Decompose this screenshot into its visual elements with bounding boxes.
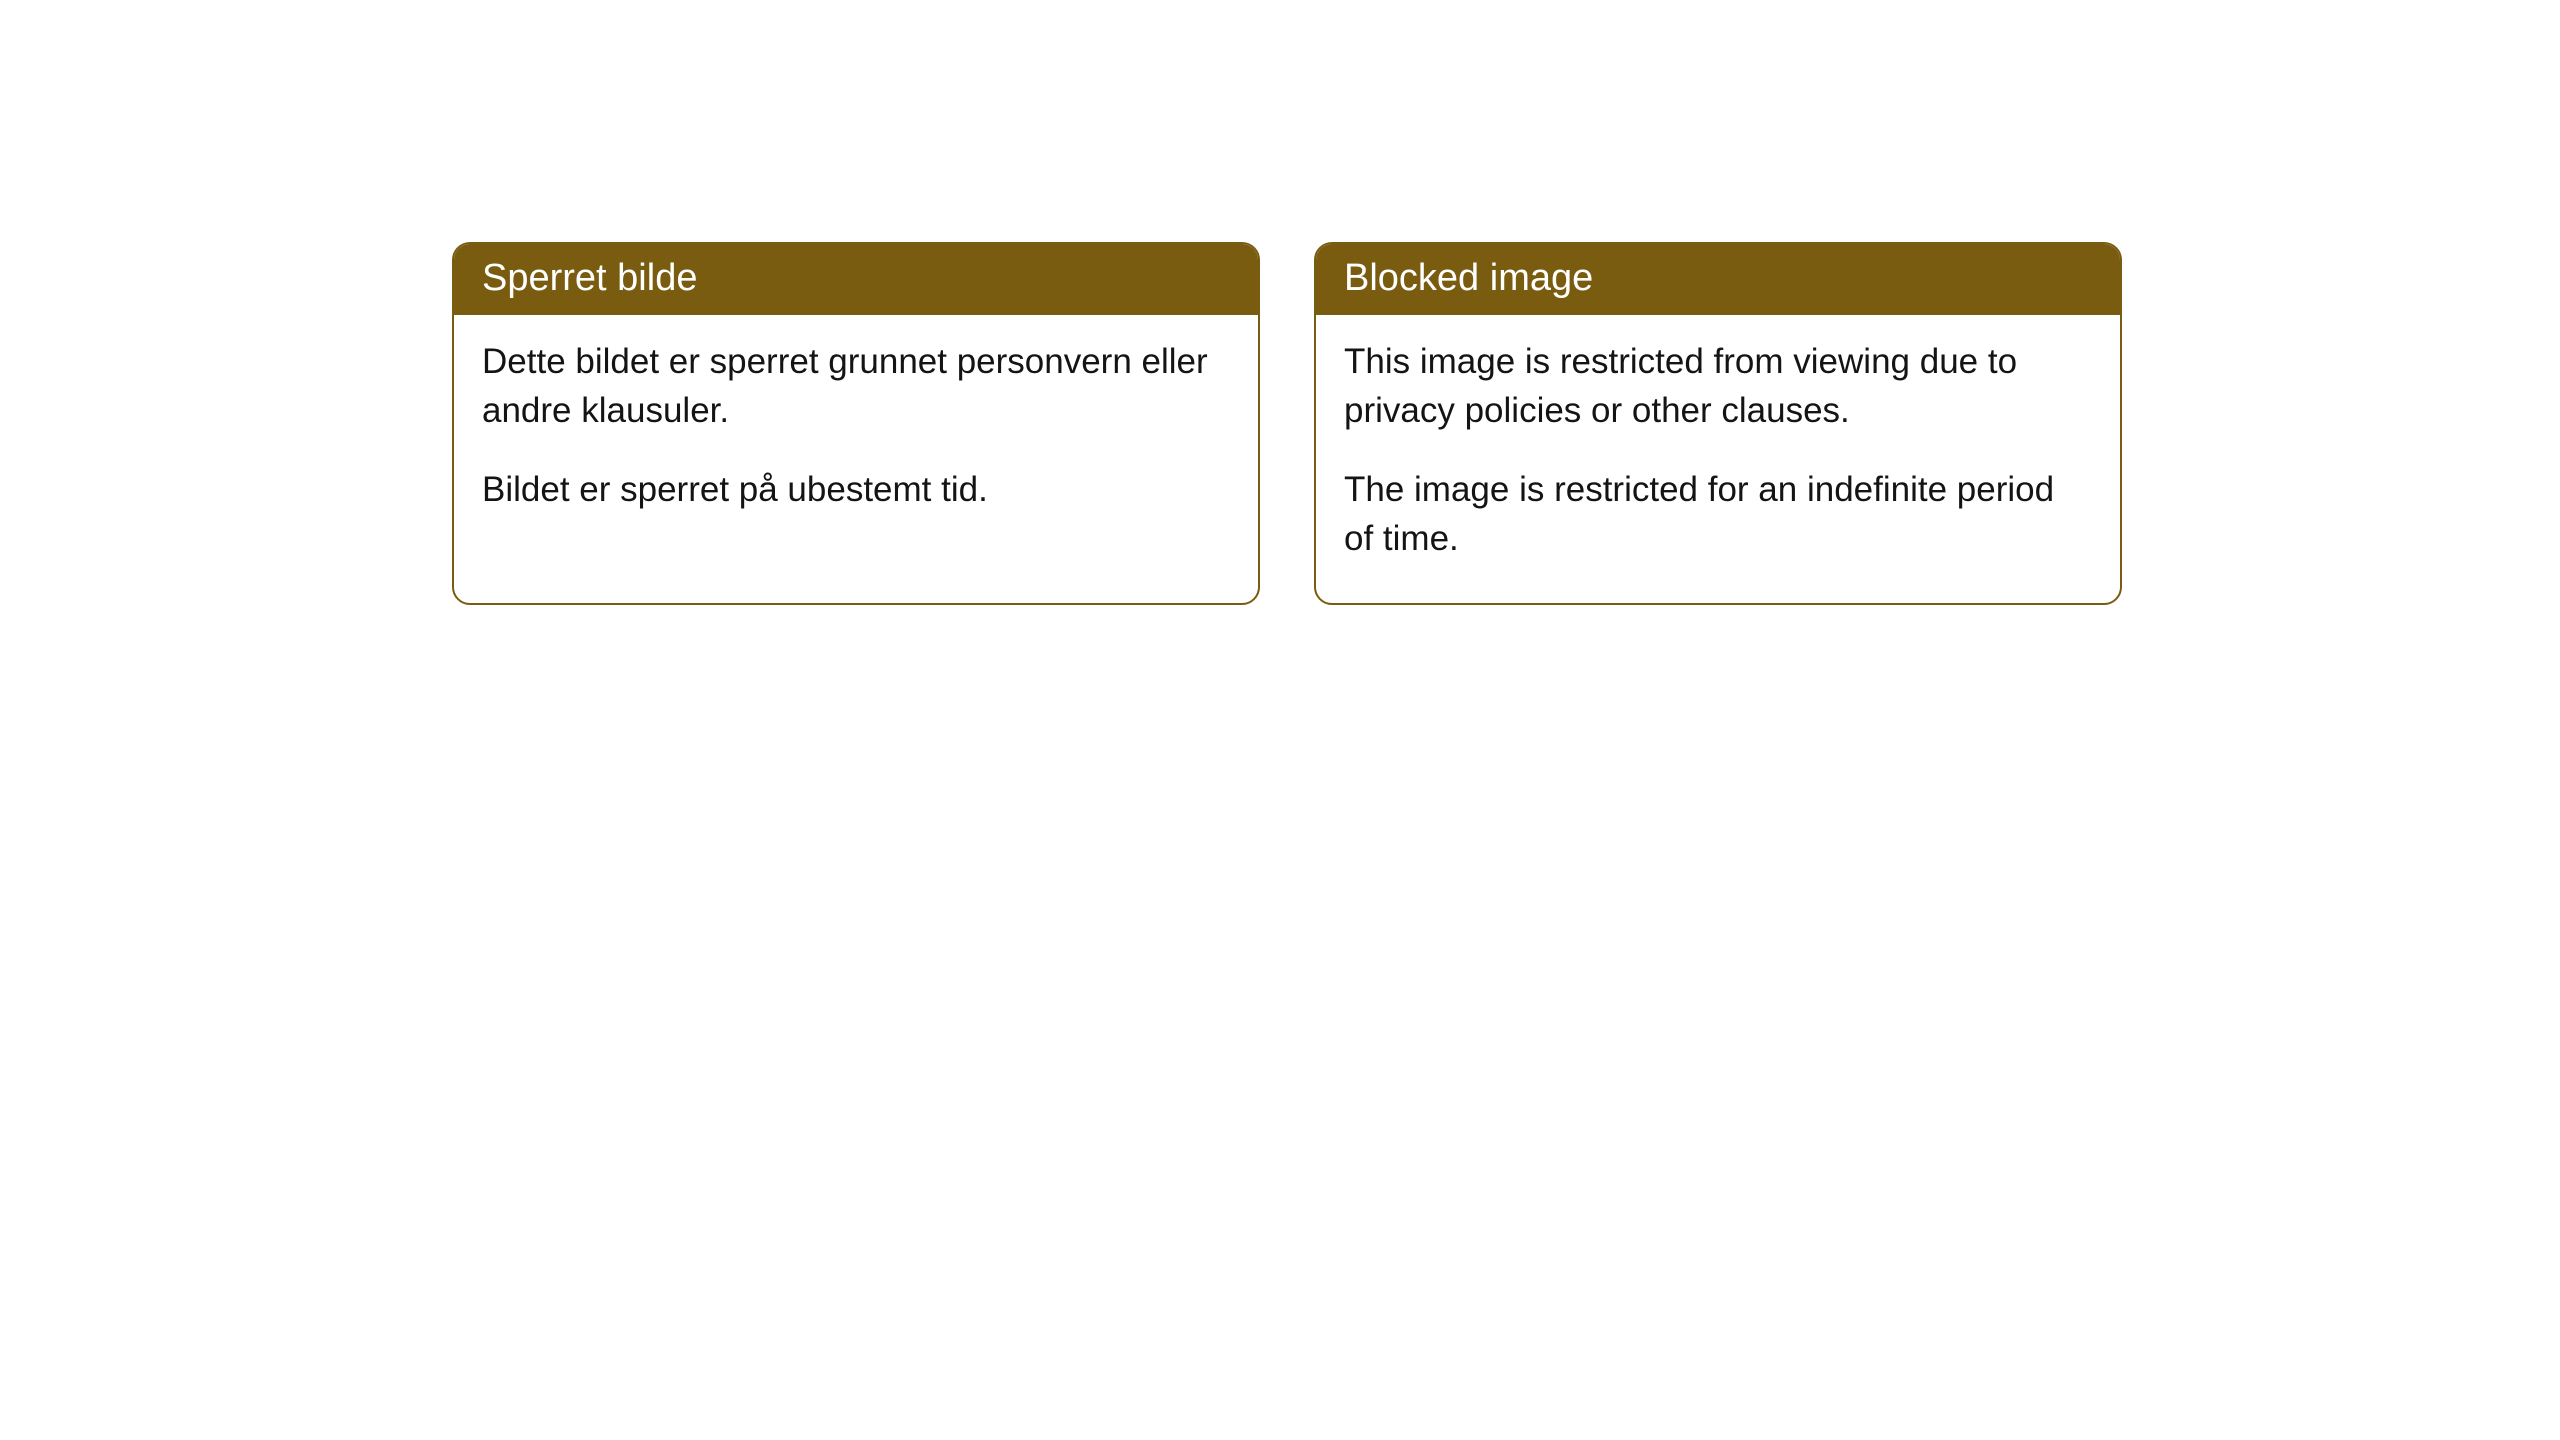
card-body-english: This image is restricted from viewing du… bbox=[1316, 315, 2120, 603]
card-header-english: Blocked image bbox=[1316, 244, 2120, 315]
card-header-norwegian: Sperret bilde bbox=[454, 244, 1258, 315]
card-text-english-1: This image is restricted from viewing du… bbox=[1344, 337, 2092, 435]
card-text-norwegian-1: Dette bildet er sperret grunnet personve… bbox=[482, 337, 1230, 435]
card-english: Blocked image This image is restricted f… bbox=[1314, 242, 2122, 605]
card-text-norwegian-2: Bildet er sperret på ubestemt tid. bbox=[482, 465, 1230, 514]
card-norwegian: Sperret bilde Dette bildet er sperret gr… bbox=[452, 242, 1260, 605]
cards-container: Sperret bilde Dette bildet er sperret gr… bbox=[452, 242, 2122, 605]
card-text-english-2: The image is restricted for an indefinit… bbox=[1344, 465, 2092, 563]
card-body-norwegian: Dette bildet er sperret grunnet personve… bbox=[454, 315, 1258, 554]
